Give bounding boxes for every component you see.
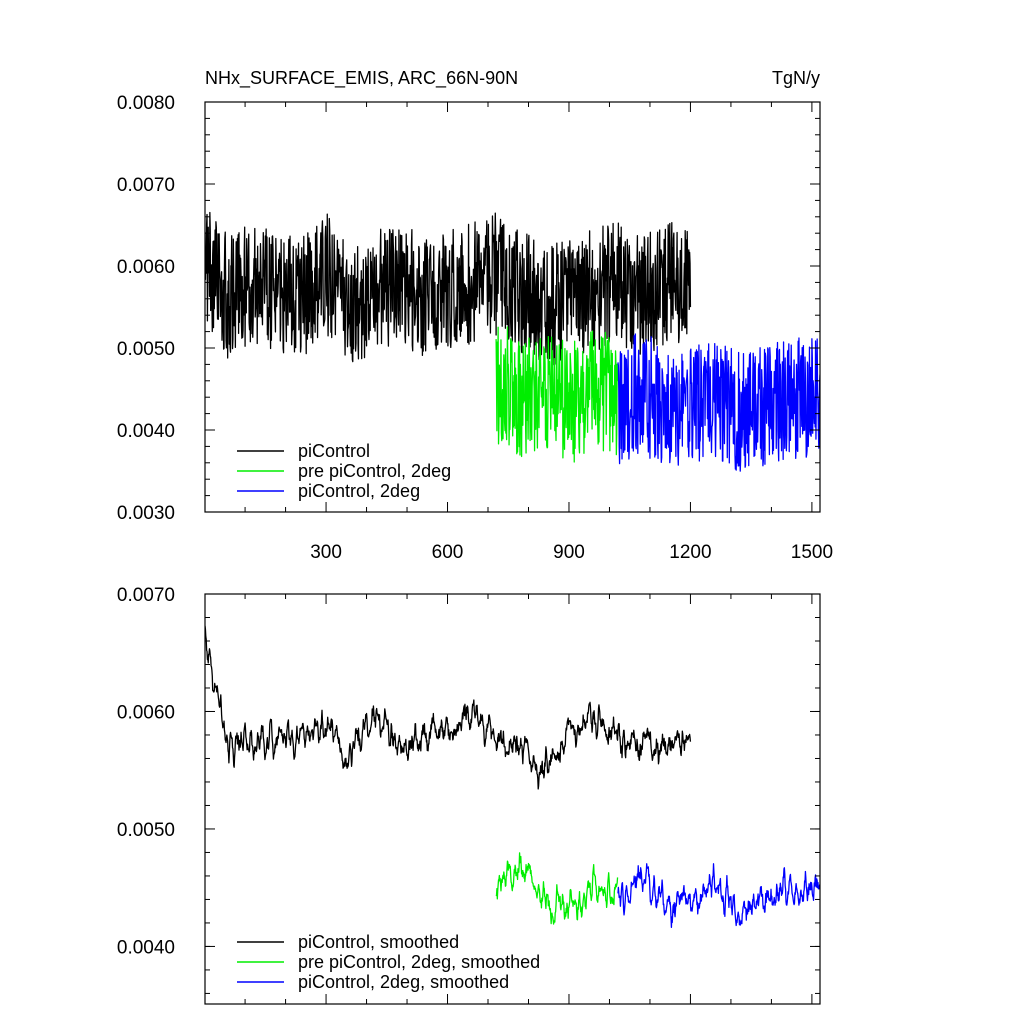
chart-title: NHx_SURFACE_EMIS, ARC_66N-90N [205, 68, 518, 89]
y-tick-label: 0.0070 [117, 175, 175, 196]
legend-label: piControl, smoothed [298, 932, 459, 952]
y-tick-label: 0.0080 [117, 93, 175, 114]
legend-label: piControl, 2deg [298, 481, 420, 501]
x-tick-label: 1200 [669, 542, 711, 563]
y-tick-label: 0.0070 [117, 585, 175, 606]
series-line-3 [617, 333, 820, 472]
x-tick-label: 900 [553, 542, 585, 563]
y-tick-label: 0.0060 [117, 257, 175, 278]
legend-label: piControl [298, 441, 370, 461]
series-line-1 [205, 211, 692, 367]
y-tick-label: 0.0050 [117, 339, 175, 360]
legend-label: pre piControl, 2deg [298, 461, 451, 481]
series-line-2 [495, 326, 619, 463]
legend-label: pre piControl, 2deg, smoothed [298, 952, 540, 972]
x-tick-label: 300 [310, 542, 342, 563]
series-line-1 [205, 625, 692, 790]
y-tick-label: 0.0030 [117, 503, 175, 524]
y-tick-label: 0.0040 [117, 421, 175, 442]
plot-frame [204, 101, 821, 513]
x-tick-label: 1500 [791, 542, 833, 563]
series-group [205, 211, 820, 472]
plot-frame [204, 593, 821, 1005]
series-group [205, 625, 820, 928]
x-tick-label: 600 [432, 542, 464, 563]
series-line-3 [617, 863, 820, 928]
y-tick-label: 0.0050 [117, 820, 175, 841]
plot-panel-1: 300 600 900 1200 1500 0.0030 0.0040 0.0050 0.006… [117, 68, 833, 563]
plot-panel-2: 0.0040 0.0050 0.0060 0.0070 piControl, smoot… [117, 585, 821, 1005]
y-tick-label: 0.0040 [117, 937, 175, 958]
units-label: TgN/y [772, 68, 820, 88]
series-line-2 [495, 852, 619, 925]
legend-label: piControl, 2deg, smoothed [298, 972, 509, 992]
y-tick-label: 0.0060 [117, 702, 175, 723]
